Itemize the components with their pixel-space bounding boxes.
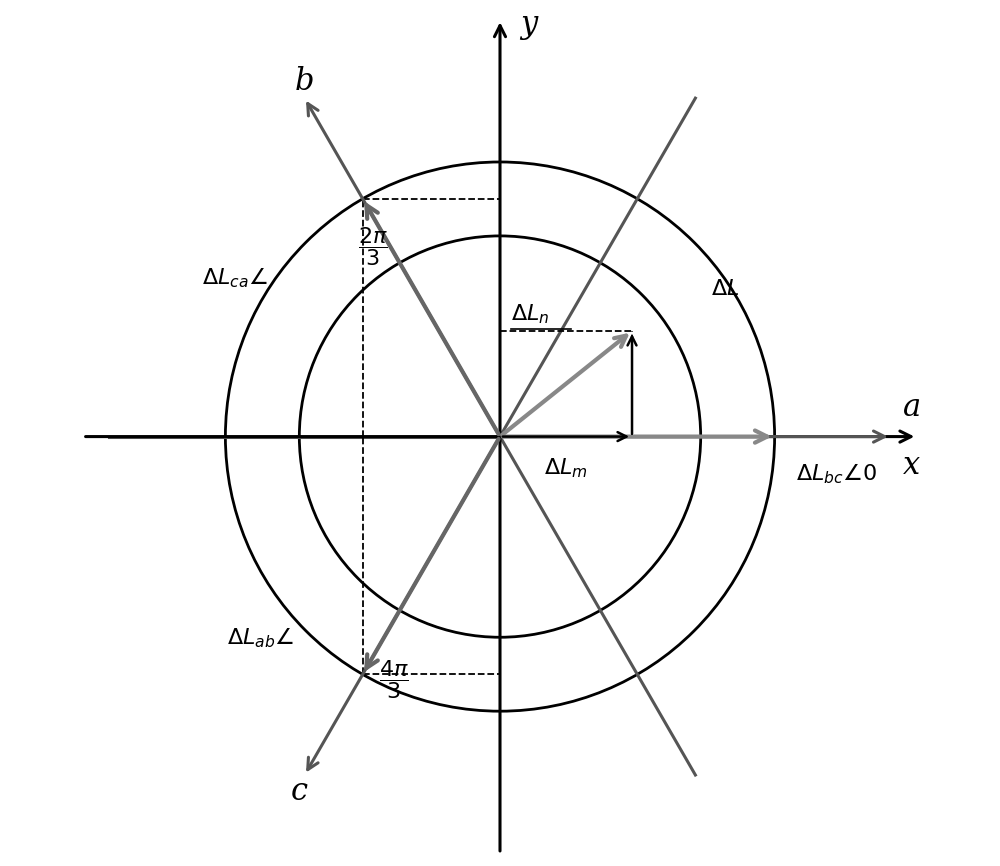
Text: a: a [903, 392, 921, 423]
Text: $\Delta L_{bc}\angle 0$: $\Delta L_{bc}\angle 0$ [796, 462, 877, 486]
Text: x: x [903, 450, 921, 481]
Text: $\dfrac{2\pi}{3}$: $\dfrac{2\pi}{3}$ [358, 225, 388, 268]
Text: $\Delta L$: $\Delta L$ [711, 279, 740, 299]
Text: $\dfrac{4\pi}{3}$: $\dfrac{4\pi}{3}$ [379, 658, 409, 701]
Text: c: c [291, 777, 308, 807]
Text: b: b [295, 66, 314, 97]
Text: y: y [520, 10, 538, 40]
Text: $\Delta L_n$: $\Delta L_n$ [511, 302, 549, 326]
Text: $\Delta L_m$: $\Delta L_m$ [544, 456, 588, 480]
Text: $\Delta L_{ab}\angle$: $\Delta L_{ab}\angle$ [227, 625, 294, 650]
Text: $\Delta L_{ca}\angle$: $\Delta L_{ca}\angle$ [202, 266, 268, 290]
